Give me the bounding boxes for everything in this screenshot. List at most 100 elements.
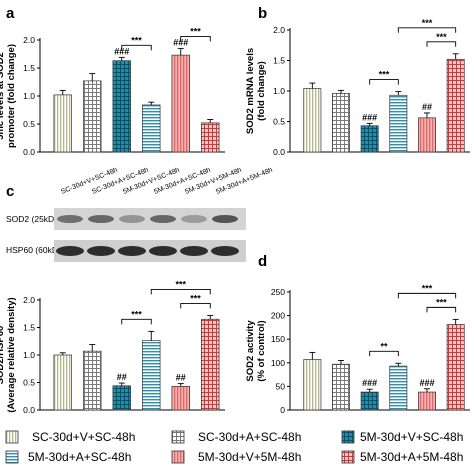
bar (142, 340, 161, 411)
legend-item: SC-30d+A+SC-48h (171, 430, 301, 444)
y-axis-label: SOD2 activity (245, 320, 256, 382)
bracket-label: *** (422, 18, 433, 28)
blot-band-sod2 (119, 215, 145, 223)
y-tick-label: 0 (280, 405, 285, 415)
y-axis-label: (% of control) (256, 320, 267, 381)
y-tick-label: 1.5 (23, 323, 35, 333)
y-tick-label: 1.5 (23, 63, 35, 73)
significance-bracket (150, 288, 211, 295)
blot-band-sod2 (57, 215, 83, 223)
significance-mark: ### (114, 46, 129, 56)
y-tick-label: 1.5 (273, 56, 285, 66)
significance-bracket (397, 27, 457, 33)
significance-bracket (369, 350, 399, 357)
bar (171, 386, 190, 411)
blot-band-hsp60 (87, 246, 115, 256)
significance-mark: ### (362, 378, 377, 388)
blot-band-hsp60 (118, 246, 146, 256)
bar (112, 60, 131, 153)
bar (201, 318, 220, 411)
bracket-label: *** (175, 279, 186, 289)
bracket-label: ** (380, 341, 388, 351)
legend: SC-30d+V+SC-48h SC-30d+A+SC-48h 5M-30d+V… (5, 430, 463, 464)
y-axis-label: SOD2 mRNA levels (245, 48, 256, 134)
significance-bracket (121, 318, 152, 325)
blot-bands (56, 215, 239, 256)
bar (201, 122, 220, 153)
significance-bracket (180, 302, 211, 309)
significance-mark: ### (419, 378, 434, 388)
y-tick-label: 0.5 (23, 119, 35, 129)
y-axis-label: (fold change) (256, 61, 267, 121)
bracket-label: *** (436, 297, 447, 307)
chart-d: 0 50 100 150 200 250 SOD2 activity (% of contro… (245, 283, 470, 415)
bracket-label: *** (131, 35, 142, 45)
blot-band-sod2 (88, 215, 114, 223)
significance-bracket (397, 292, 457, 299)
bar (83, 80, 102, 153)
blot-band-sod2 (212, 215, 238, 223)
significance-mark: ## (117, 372, 127, 382)
bracket-label: *** (131, 309, 142, 319)
bar (332, 363, 350, 411)
y-tick-label: 2.0 (273, 25, 285, 35)
legend-label: 5M-30d+V+SC-48h (360, 430, 463, 444)
bar (446, 58, 465, 153)
significance-mark: ### (173, 37, 188, 47)
bracket-label: *** (190, 26, 201, 36)
significance-bracket (121, 44, 152, 51)
bracket-label: *** (379, 70, 390, 80)
significance-bracket (369, 79, 399, 85)
chart-a: 0.0 0.5 1.0 1.5 2.0 5mc levels at SOD2 promote… (0, 26, 225, 157)
blot-band-hsp60 (211, 246, 239, 256)
y-tick-label: 250 (271, 287, 285, 297)
significance-mark: ### (362, 112, 377, 122)
blot-band-sod2 (150, 215, 176, 223)
bracket-label: *** (422, 283, 433, 293)
panel-label-a: a (6, 5, 15, 22)
legend-item: 5M-30d+V+SC-48h (341, 430, 463, 444)
bar (83, 350, 102, 411)
y-tick-label: 1.0 (23, 350, 35, 360)
y-tick-label: 150 (271, 334, 285, 344)
y-tick-label: 50 (276, 381, 286, 391)
bracket-label: *** (436, 32, 447, 42)
legend-label: 5M-30d+V+5M-48h (198, 450, 301, 464)
y-tick-label: 0.5 (23, 378, 35, 388)
legend-label: 5M-30d+A+5M-48h (360, 450, 463, 464)
y-axis-label: SOD2/HSP60 (0, 326, 6, 385)
bar (303, 359, 322, 411)
western-blot: SC-30d+V+SC-48h SC-30d+A+SC-48h 5M-30d+V… (6, 167, 274, 262)
bar (418, 391, 436, 411)
bar (53, 94, 72, 153)
y-axis-label: promoter (fold change) (6, 44, 17, 148)
y-tick-label: 0.0 (273, 147, 285, 157)
band-label-hsp60: HSP60 (60kD) (6, 245, 61, 255)
lane-labels: SC-30d+V+SC-48h SC-30d+A+SC-48h 5M-30d+V… (60, 167, 274, 196)
y-axis-label: (Average relative density) (6, 297, 17, 412)
y-tick-label: 2.0 (23, 35, 35, 45)
significance-bracket (180, 35, 211, 42)
legend-label: SC-30d+A+SC-48h (198, 430, 301, 444)
lane-label: 5M-30d+A+5M-48h (215, 167, 274, 196)
legend-swatch (341, 450, 355, 464)
legend-swatch (171, 450, 185, 464)
y-tick-label: 0.0 (23, 405, 35, 415)
bar (360, 391, 379, 411)
bar (389, 94, 408, 153)
bar (112, 385, 131, 411)
significance-mark: ## (422, 102, 432, 112)
y-tick-label: 0.5 (273, 117, 285, 127)
legend-swatch (5, 430, 19, 444)
chart-c: 0.0 0.5 1.0 1.5 2.0 SOD2/HSP60 (Average relati… (0, 279, 225, 415)
bar (446, 324, 465, 411)
bar (171, 54, 190, 153)
bar-charts: 0.0 0.5 1.0 1.5 2.0 5mc levels at SOD2 promote… (0, 18, 470, 415)
y-tick-label: 100 (271, 358, 285, 368)
bar (303, 88, 322, 153)
legend-item: 5M-30d+A+5M-48h (341, 450, 463, 464)
bracket-label: *** (190, 293, 201, 303)
legend-swatch (341, 430, 355, 444)
chart-b: 0.0 0.5 1.0 1.5 2.0 SOD2 mRNA levels (fold cha… (245, 18, 470, 157)
